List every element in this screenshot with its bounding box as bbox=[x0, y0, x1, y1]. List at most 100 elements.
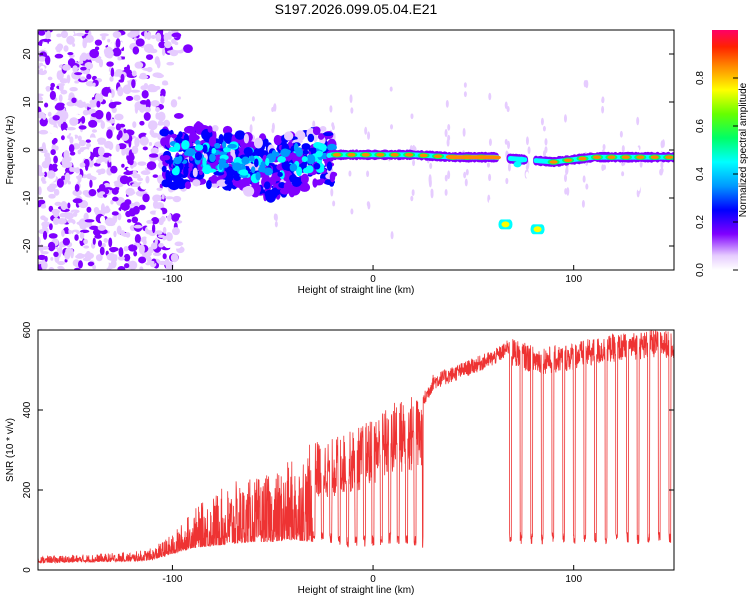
noise-blob bbox=[112, 196, 119, 202]
noise-blob bbox=[144, 67, 153, 72]
noise-blob bbox=[57, 265, 64, 270]
noise-blob bbox=[114, 48, 121, 55]
streak-blob bbox=[366, 170, 370, 178]
noise-blob bbox=[161, 48, 166, 56]
echo-blob bbox=[243, 133, 250, 144]
noise-blob bbox=[117, 213, 122, 221]
noise-blob bbox=[117, 266, 126, 270]
noise-blob bbox=[106, 61, 114, 67]
noise-blob bbox=[70, 248, 74, 259]
noise-blob bbox=[111, 41, 115, 50]
noise-blob bbox=[119, 64, 126, 71]
noise-blob bbox=[75, 89, 84, 94]
noise-blob bbox=[89, 225, 99, 230]
noise-blob bbox=[99, 215, 106, 224]
noise-blob bbox=[101, 206, 111, 214]
noise-blob bbox=[149, 48, 158, 54]
echo-core bbox=[295, 147, 303, 158]
noise-blob bbox=[79, 162, 86, 168]
track-core-peak bbox=[549, 160, 558, 164]
streak-blob bbox=[601, 164, 605, 172]
echo-core bbox=[250, 166, 256, 174]
noise-blob bbox=[38, 236, 41, 246]
noise-blob bbox=[138, 204, 146, 211]
noise-blob bbox=[52, 184, 58, 188]
noise-blob bbox=[139, 136, 149, 146]
streak-blob bbox=[463, 91, 467, 98]
streak-blob bbox=[527, 146, 531, 155]
noise-blob bbox=[132, 46, 140, 55]
noise-blob bbox=[114, 254, 118, 262]
streak-blob bbox=[445, 99, 449, 108]
streak-blob bbox=[332, 200, 336, 207]
echo-blob bbox=[312, 178, 318, 188]
noise-blob bbox=[173, 112, 184, 119]
noise-blob bbox=[60, 135, 65, 141]
streak-blob bbox=[348, 170, 352, 177]
streak-blob bbox=[366, 142, 370, 148]
noise-blob bbox=[132, 121, 137, 128]
streak-blob bbox=[350, 107, 354, 114]
echo-blob bbox=[159, 128, 170, 137]
echo-core bbox=[517, 156, 526, 163]
noise-blob bbox=[110, 199, 114, 205]
noise-blob bbox=[124, 263, 130, 269]
echo-core bbox=[302, 149, 309, 155]
noise-blob bbox=[152, 251, 162, 257]
echo-core bbox=[181, 140, 189, 150]
noise-blob bbox=[88, 119, 98, 128]
noise-blob bbox=[150, 147, 159, 155]
noise-blob bbox=[58, 94, 63, 102]
snr-y-axis: 0 200 400 600 bbox=[22, 321, 674, 573]
noise-blob bbox=[109, 76, 114, 82]
streak-blob bbox=[585, 79, 589, 89]
noise-blob bbox=[38, 56, 47, 62]
echo-core bbox=[202, 144, 208, 153]
streak-blob bbox=[249, 124, 253, 134]
noise-blob bbox=[82, 109, 89, 116]
echo-blob bbox=[192, 179, 201, 187]
noise-blob bbox=[134, 61, 144, 69]
noise-blob bbox=[86, 73, 92, 80]
colorbar: 0.0 0.2 0.4 0.6 0.8 Normalized spectral ampl… bbox=[695, 30, 749, 277]
streak-blob bbox=[582, 175, 586, 183]
echo-core bbox=[227, 143, 237, 149]
streak-blob bbox=[412, 159, 416, 167]
noise-blob bbox=[131, 70, 137, 77]
streak-blob bbox=[390, 231, 394, 240]
streak-blob bbox=[251, 116, 255, 122]
streak-blob bbox=[525, 171, 529, 178]
noise-blob bbox=[101, 71, 112, 75]
noise-blob bbox=[79, 147, 85, 153]
echo-blob bbox=[301, 182, 310, 191]
noise-blob bbox=[144, 106, 151, 113]
noise-blob bbox=[135, 38, 145, 47]
noise-blob bbox=[43, 171, 48, 178]
noise-blob bbox=[133, 224, 143, 229]
noise-blob bbox=[68, 144, 75, 153]
noise-blob bbox=[167, 31, 173, 40]
echo-core bbox=[315, 150, 323, 158]
echo-blob bbox=[322, 132, 334, 137]
noise-blob bbox=[152, 72, 163, 78]
noise-blob bbox=[44, 55, 51, 66]
noise-blob bbox=[38, 133, 42, 139]
noise-blob bbox=[48, 233, 58, 239]
noise-blob bbox=[131, 216, 139, 224]
streak-blob bbox=[660, 161, 664, 169]
noise-blob bbox=[82, 37, 89, 44]
streak-blob bbox=[507, 163, 511, 172]
noise-blob bbox=[42, 222, 47, 233]
noise-blob bbox=[156, 187, 163, 191]
echo-core bbox=[272, 151, 280, 157]
noise-blob bbox=[110, 165, 118, 174]
noise-blob bbox=[95, 158, 103, 164]
noise-blob bbox=[152, 194, 162, 203]
echo-blob bbox=[251, 152, 264, 157]
noise-blob bbox=[108, 141, 114, 151]
noise-blob bbox=[54, 201, 62, 207]
noise-blob bbox=[105, 217, 115, 227]
noise-blob bbox=[170, 99, 178, 108]
noise-blob bbox=[60, 200, 68, 211]
